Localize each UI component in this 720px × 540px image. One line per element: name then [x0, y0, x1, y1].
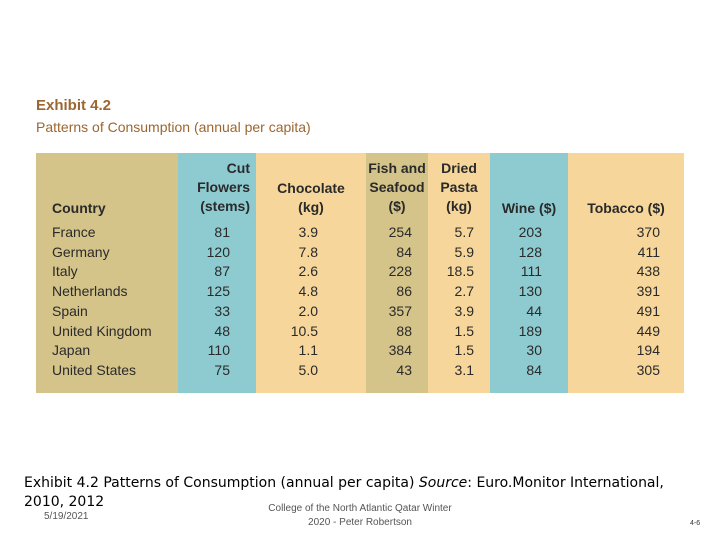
cell-wine: 44 — [526, 302, 542, 319]
header-country: Country — [52, 200, 106, 216]
cell-chocolate: 4.8 — [298, 283, 318, 300]
cell-tobacco: 411 — [637, 243, 660, 260]
cell-wine: 111 — [520, 263, 542, 280]
cell-fish-seafood: 43 — [396, 361, 412, 378]
cell-dried-pasta: 5.7 — [454, 224, 474, 240]
cell-fish-seafood: 88 — [396, 322, 412, 339]
cell-fish-seafood: 254 — [388, 224, 412, 240]
cell-chocolate: 10.5 — [290, 322, 318, 339]
caption-source-text: : Euro.Monitor International, 2010, 2012 — [24, 475, 664, 510]
cell-cut-flowers: 48 — [214, 322, 230, 339]
cell-cut-flowers: 87 — [214, 263, 230, 280]
footer-credit-line-1: College of the North Atlantic Qatar Wint… — [268, 503, 452, 514]
cell-fish-seafood: 86 — [396, 283, 412, 300]
cell-wine: 128 — [518, 243, 542, 260]
cell-tobacco: 305 — [636, 361, 660, 378]
cell-cut-flowers: 120 — [206, 243, 230, 260]
cell-chocolate: 1.1 — [298, 342, 318, 359]
cell-country: Italy — [52, 263, 78, 280]
header-dried-pasta: Dried Pasta (kg) — [440, 160, 478, 214]
cell-dried-pasta: 2.7 — [454, 283, 474, 300]
header-chocolate: Chocolate (kg) — [277, 180, 345, 215]
cell-country: France — [52, 224, 96, 240]
slide-date: 5/19/2021 — [44, 511, 89, 522]
column-chocolate: Chocolate (kg) 3.9 7.8 2.6 4.8 2.0 10.5 1.1 5.0 — [256, 153, 366, 393]
cell-tobacco: 438 — [636, 263, 660, 280]
cell-tobacco: 370 — [636, 224, 660, 240]
cell-country: United States — [52, 361, 137, 378]
cell-fish-seafood: 384 — [388, 342, 412, 359]
cell-dried-pasta: 3.1 — [454, 361, 474, 378]
cell-wine: 84 — [526, 361, 542, 378]
cell-fish-seafood: 84 — [396, 243, 412, 260]
column-tobacco: Tobacco ($) 370 411 438 391 491 449 194 305 — [568, 153, 684, 393]
exhibit-figure: Exhibit 4.2 Patterns of Consumption (ann… — [36, 97, 684, 393]
cell-dried-pasta: 1.5 — [454, 342, 474, 359]
cell-tobacco: 491 — [636, 302, 660, 319]
cell-fish-seafood: 357 — [388, 302, 412, 319]
footer-credit-line-2: 2020 - Peter Robertson — [308, 517, 412, 528]
cell-chocolate: 7.8 — [298, 243, 318, 260]
exhibit-subtitle: Patterns of Consumption (annual per capi… — [36, 119, 311, 135]
column-wine: Wine ($) 203 128 111 130 44 189 30 84 — [490, 153, 568, 393]
cell-tobacco: 391 — [636, 283, 660, 300]
page-number: 4-6 — [690, 520, 701, 527]
slide-footer-credit: College of the North Atlantic Qatar Wint… — [240, 502, 480, 530]
cell-country: Spain — [52, 302, 88, 319]
cell-chocolate: 3.9 — [298, 224, 318, 240]
cell-chocolate: 5.0 — [298, 361, 318, 378]
cell-fish-seafood: 228 — [388, 263, 412, 280]
caption-main: Exhibit 4.2 Patterns of Consumption (ann… — [24, 475, 419, 491]
slide-caption: Exhibit 4.2 Patterns of Consumption (ann… — [24, 474, 694, 512]
cell-dried-pasta: 1.5 — [454, 322, 474, 339]
column-cut-flowers: Cut Flowers (stems) 81 120 87 125 33 48 110 75 — [178, 153, 256, 393]
cell-country: Netherlands — [52, 283, 128, 300]
cell-country: Germany — [52, 243, 110, 260]
cell-tobacco: 194 — [636, 342, 660, 359]
cell-dried-pasta: 18.5 — [446, 263, 474, 280]
column-fish-seafood: Fish and Seafood ($) 254 84 228 86 357 88 384 4… — [366, 153, 428, 393]
consumption-table: Country France Germany Italy Netherlands Spa… — [36, 153, 684, 393]
caption-source-label: Source — [418, 475, 468, 491]
cell-cut-flowers: 110 — [207, 342, 230, 359]
header-wine: Wine ($) — [501, 200, 557, 216]
cell-wine: 203 — [518, 224, 542, 240]
cell-cut-flowers: 125 — [206, 283, 230, 300]
cell-dried-pasta: 5.9 — [454, 243, 474, 260]
header-fish-seafood: Fish and Seafood ($) — [368, 160, 426, 214]
cell-country: Japan — [52, 342, 91, 359]
cell-chocolate: 2.6 — [298, 263, 318, 280]
cell-country: United Kingdom — [52, 322, 152, 339]
header-cut-flowers: Cut Flowers (stems) — [197, 160, 250, 214]
exhibit-title: Exhibit 4.2 — [36, 97, 112, 114]
cell-wine: 30 — [526, 342, 542, 359]
header-tobacco: Tobacco ($) — [587, 200, 665, 216]
cell-cut-flowers: 33 — [214, 302, 230, 319]
cell-cut-flowers: 81 — [214, 224, 230, 240]
cell-wine: 189 — [518, 322, 542, 339]
cell-dried-pasta: 3.9 — [454, 302, 474, 319]
cell-tobacco: 449 — [636, 322, 660, 339]
cell-cut-flowers: 75 — [214, 361, 230, 378]
column-dried-pasta: Dried Pasta (kg) 5.7 5.9 18.5 2.7 3.9 1.5 1.5 3… — [428, 153, 490, 393]
cell-wine: 130 — [518, 283, 542, 300]
cell-chocolate: 2.0 — [298, 302, 318, 319]
column-country: Country France Germany Italy Netherlands Spa… — [36, 153, 178, 393]
